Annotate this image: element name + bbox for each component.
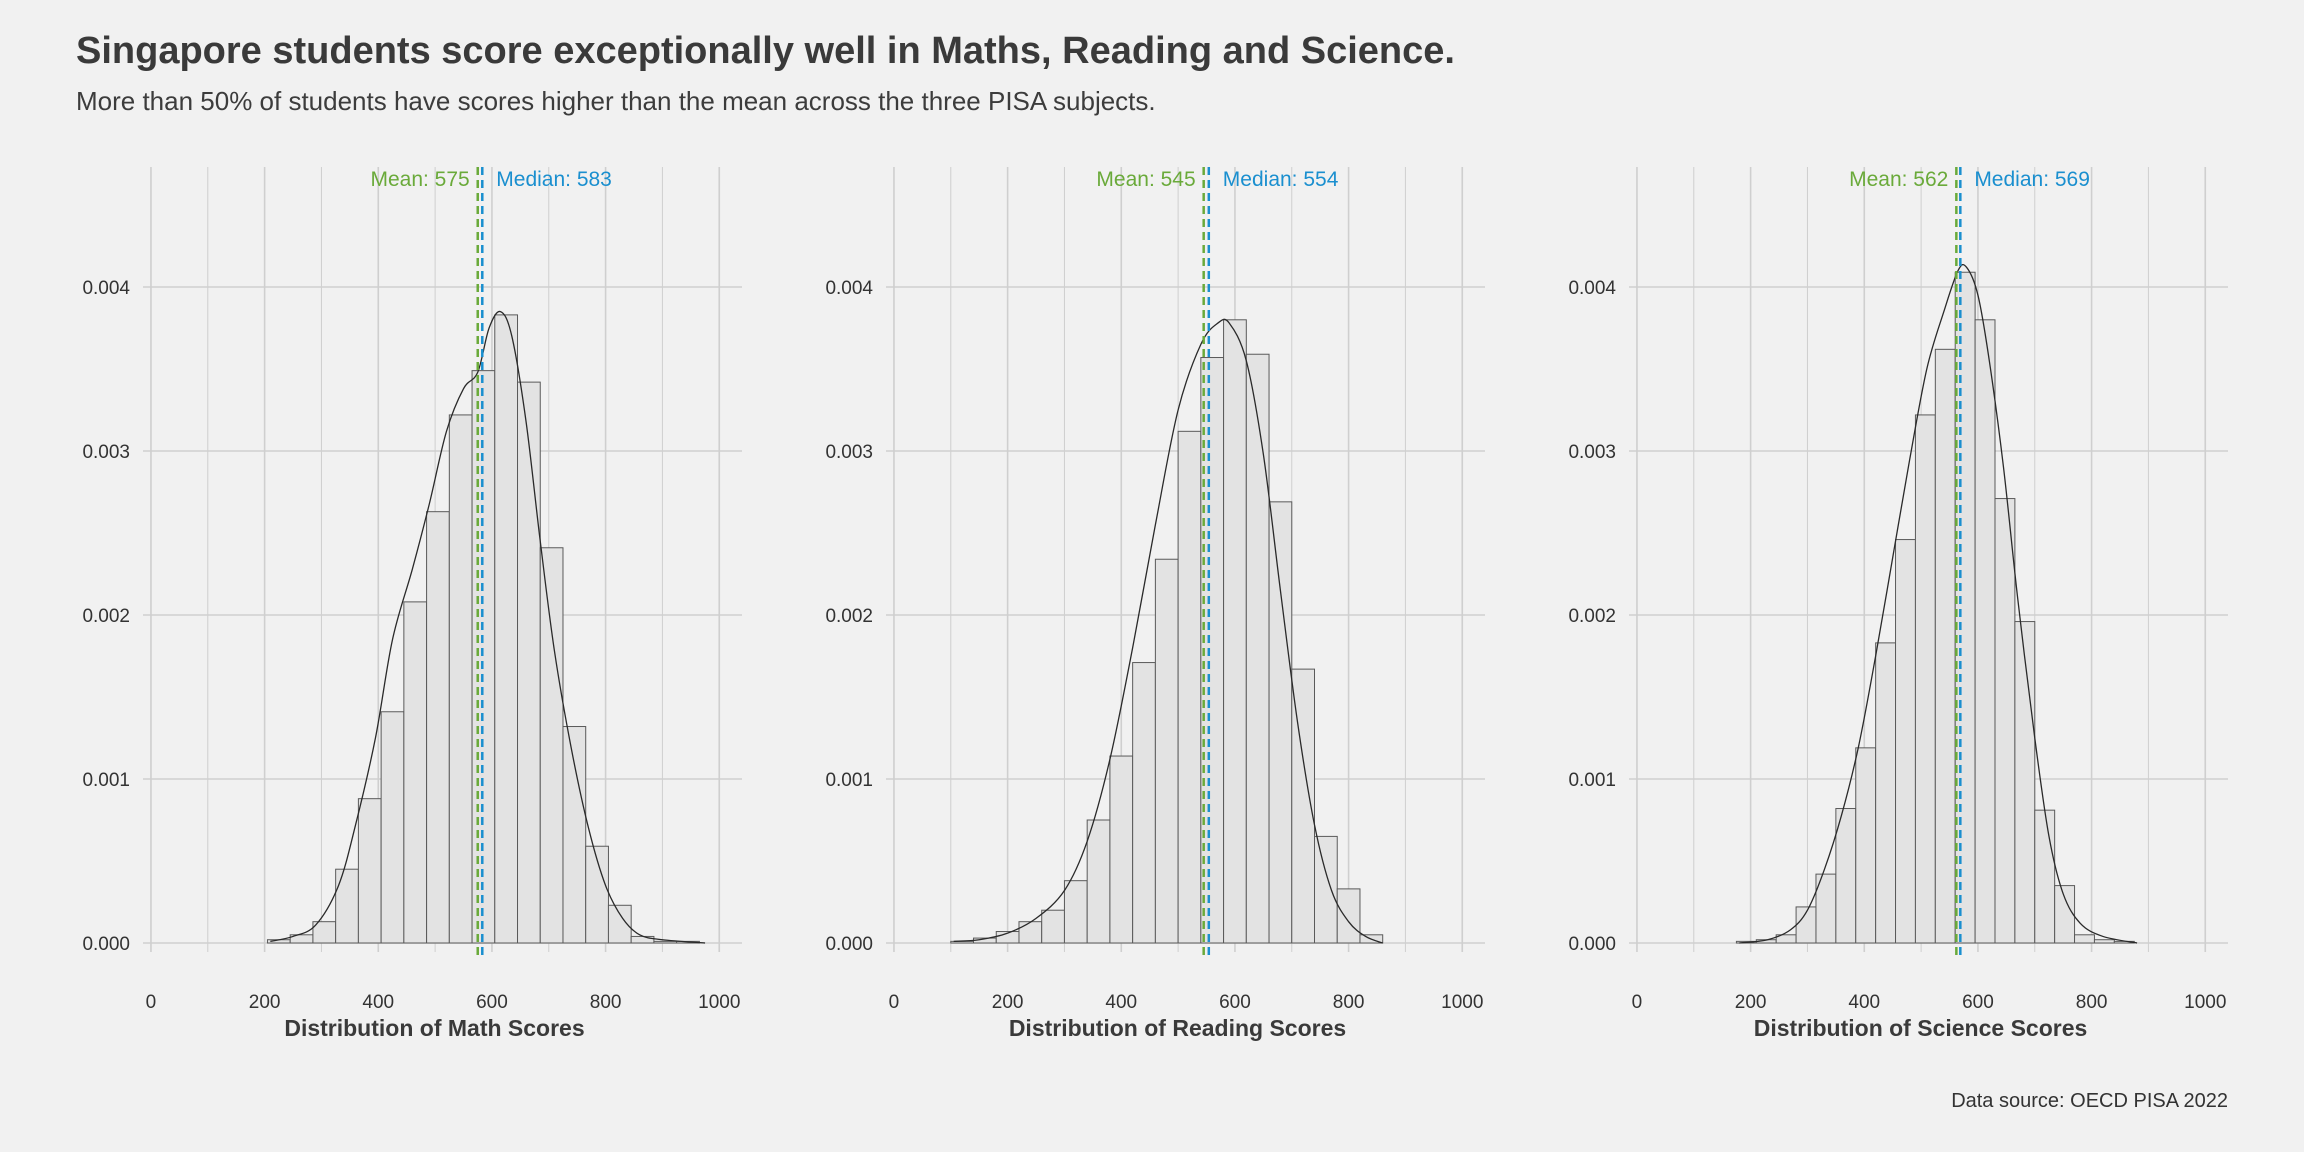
- histogram-bar: [380, 711, 405, 944]
- x-tick-label: 800: [2076, 992, 2108, 1013]
- histogram-bar: [1177, 430, 1202, 944]
- y-tick-label: 0.003: [82, 442, 130, 463]
- x-tick-label: 0: [146, 992, 157, 1013]
- x-axis-label: Distribution of Math Scores: [284, 1015, 584, 1041]
- x-axis-label: Distribution of Reading Scores: [1009, 1015, 1346, 1041]
- histogram-bar: [653, 940, 678, 944]
- histogram-bar: [1041, 909, 1065, 944]
- median-label: Median: 554: [1223, 168, 1339, 191]
- histogram-bar: [448, 414, 473, 944]
- y-tick-label: 0.004: [82, 278, 130, 299]
- x-tick-label: 1000: [1441, 992, 1483, 1013]
- histogram-bar: [1291, 668, 1316, 944]
- histogram-bar: [2093, 939, 2115, 944]
- histogram-bar: [1132, 662, 1156, 944]
- histogram-bar: [630, 935, 655, 944]
- y-tick-label: 0.003: [825, 442, 873, 463]
- x-tick-label: 1000: [698, 992, 740, 1013]
- histogram-bar: [1954, 271, 1976, 944]
- x-tick-label: 600: [1219, 992, 1251, 1013]
- histogram-bar: [1063, 880, 1088, 944]
- x-tick-label: 200: [1735, 992, 1767, 1013]
- density-curve: [953, 318, 1383, 944]
- histogram-bar: [585, 845, 609, 944]
- histogram-bar: [1974, 319, 1996, 944]
- data-source-caption: Data source: OECD PISA 2022: [1951, 1090, 2228, 1112]
- histogram-bar: [539, 547, 564, 944]
- x-axis-label: Distribution of Science Scores: [1754, 1015, 2088, 1041]
- chart-title: Singapore students score exceptionally w…: [76, 30, 1455, 72]
- x-tick-label: 600: [1962, 992, 1994, 1013]
- y-tick-label: 0.000: [825, 934, 873, 955]
- mean-label: Mean: 575: [370, 168, 469, 191]
- x-tick-label: 800: [590, 992, 622, 1013]
- mean-label: Mean: 545: [1096, 168, 1195, 191]
- median-label: Median: 583: [496, 168, 612, 191]
- histogram-bar: [2014, 621, 2036, 944]
- histogram-bar: [2034, 809, 2056, 944]
- histogram-bar: [1994, 498, 2016, 944]
- histogram-bar: [1018, 921, 1043, 944]
- y-tick-label: 0.002: [1568, 606, 1616, 627]
- x-tick-label: 0: [889, 992, 900, 1013]
- histogram-bar: [1109, 755, 1134, 944]
- histogram-bar: [335, 868, 359, 944]
- histogram-bar: [1086, 819, 1111, 944]
- density-curve: [270, 310, 706, 944]
- histogram-bar: [1336, 888, 1361, 944]
- panel-1: Mean: 575 Median: 583 0.000 0.001 0.002 0.003…: [82, 167, 742, 1041]
- histogram-bar: [403, 601, 428, 944]
- median-label: Median: 569: [1974, 168, 2090, 191]
- y-tick-label: 0.001: [82, 770, 130, 791]
- histogram-bar: [562, 726, 587, 944]
- histogram-bar: [1914, 414, 1936, 944]
- mean-label: Mean: 562: [1849, 168, 1948, 191]
- y-tick-label: 0.000: [1568, 934, 1616, 955]
- histogram-bar: [1314, 835, 1338, 944]
- histogram-bar: [426, 511, 450, 944]
- histogram-bar: [1855, 747, 1877, 944]
- x-tick-label: 400: [1848, 992, 1880, 1013]
- x-tick-label: 800: [1333, 992, 1365, 1013]
- histogram-bar: [1268, 501, 1293, 944]
- panel-2: Mean: 545 Median: 554 0.000 0.001 0.002 0.003…: [825, 167, 1485, 1041]
- histogram-bar: [1875, 642, 1897, 944]
- panel-3: Mean: 562 Median: 569 0.000 0.001 0.002 0.003…: [1568, 167, 2228, 1041]
- y-tick-label: 0.004: [1568, 278, 1616, 299]
- histogram-bar: [494, 314, 519, 944]
- y-tick-label: 0.002: [82, 606, 130, 627]
- x-tick-label: 600: [476, 992, 508, 1013]
- x-tick-label: 1000: [2184, 992, 2226, 1013]
- y-tick-label: 0.003: [1568, 442, 1616, 463]
- x-tick-label: 400: [362, 992, 394, 1013]
- x-tick-label: 400: [1105, 992, 1137, 1013]
- histogram-bar: [1835, 808, 1857, 944]
- histogram-bar: [1154, 558, 1179, 944]
- histogram-bar: [607, 904, 632, 944]
- y-tick-label: 0.002: [825, 606, 873, 627]
- histogram-bar: [1895, 539, 1916, 944]
- x-tick-label: 200: [249, 992, 281, 1013]
- histogram-bar: [1934, 348, 1956, 944]
- x-tick-label: 0: [1632, 992, 1643, 1013]
- histogram-bar: [1223, 319, 1247, 944]
- x-tick-label: 200: [992, 992, 1024, 1013]
- histogram-bar: [357, 798, 382, 944]
- histogram-bar: [517, 381, 541, 944]
- histogram-bar: [2054, 885, 2076, 944]
- histogram-bar: [2074, 934, 2095, 944]
- y-tick-label: 0.001: [1568, 770, 1616, 791]
- histogram-bar: [1245, 353, 1270, 944]
- chart-subtitle: More than 50% of students have scores hi…: [76, 86, 1156, 116]
- y-tick-label: 0.004: [825, 278, 873, 299]
- y-tick-label: 0.001: [825, 770, 873, 791]
- y-tick-label: 0.000: [82, 934, 130, 955]
